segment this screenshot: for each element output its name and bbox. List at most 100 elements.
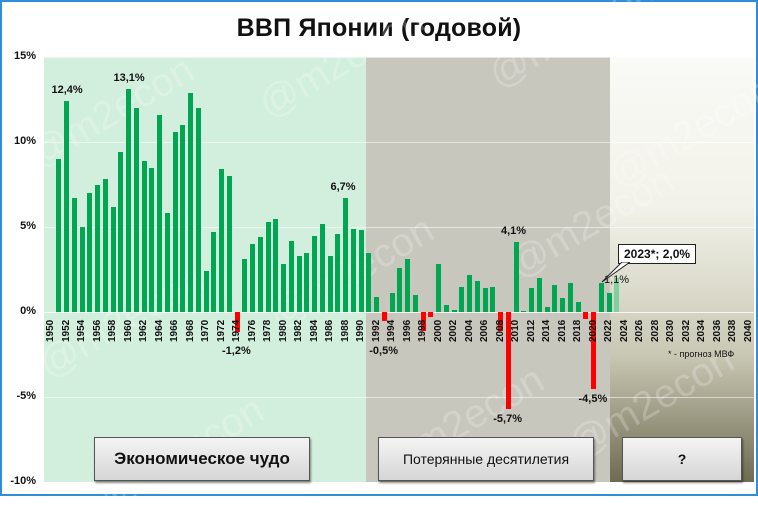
x-tick-label: 2028 <box>649 319 661 342</box>
gdp-bar <box>335 233 341 312</box>
gdp-bar <box>459 286 465 312</box>
gdp-bar <box>498 312 503 331</box>
value-annotation: 12,4% <box>51 84 83 97</box>
gdp-bar <box>436 264 441 312</box>
gdp-bar <box>583 312 589 319</box>
gdp-bar <box>133 108 139 312</box>
value-annotation: 6,7% <box>330 181 356 194</box>
gdp-bar <box>513 242 519 312</box>
y-tick-label: 0% <box>20 305 36 317</box>
x-tick-label: 2000 <box>432 319 444 342</box>
gdp-bar <box>389 293 395 312</box>
era-button-future[interactable]: ? <box>622 437 742 481</box>
x-tick-label: 2034 <box>696 319 707 342</box>
era-label: Экономическое чудо <box>114 449 290 468</box>
gdp-bar <box>180 125 186 312</box>
x-tick-label: 2024 <box>618 319 630 342</box>
gdp-bar <box>598 283 604 312</box>
x-tick-label: 2008 <box>494 319 506 342</box>
callout-pointer <box>601 262 630 283</box>
gdp-bar <box>110 206 116 312</box>
x-tick-label: 2010 <box>510 319 521 342</box>
gdp-bar <box>149 167 155 312</box>
gdp-bar <box>451 310 457 312</box>
gridline <box>44 57 754 58</box>
gdp-bar <box>350 228 356 312</box>
x-tick-label: 1970 <box>200 319 211 342</box>
gdp-bar <box>443 305 449 312</box>
gdp-bar <box>242 259 248 312</box>
era-button-lost-decades[interactable]: Потерянные десятилетия <box>378 437 594 481</box>
gdp-bar <box>172 131 178 312</box>
x-tick-label: 2014 <box>541 319 552 342</box>
gdp-bar <box>343 198 348 312</box>
gdp-bar <box>304 252 310 312</box>
gdp-bar <box>381 312 387 321</box>
gdp-bar <box>505 312 511 409</box>
x-tick-label: 1976 <box>246 319 258 342</box>
gdp-bar <box>312 235 317 312</box>
gdp-bar <box>211 232 217 312</box>
region-future <box>610 57 754 482</box>
x-tick-label: 2030 <box>665 319 676 342</box>
gdp-bar <box>281 264 286 312</box>
gridline <box>44 227 754 228</box>
gdp-bar <box>79 227 85 312</box>
x-tick-label: 1996 <box>401 319 413 342</box>
gdp-bar <box>250 244 255 312</box>
gdp-bar <box>374 296 379 312</box>
x-tick-label: 1964 <box>153 319 165 342</box>
gdp-bar <box>560 298 565 312</box>
gdp-bar <box>195 108 201 312</box>
gdp-bar <box>118 152 124 312</box>
gdp-bar <box>366 252 372 312</box>
x-tick-label: 2038 <box>727 319 738 342</box>
gdp-bar <box>157 114 162 312</box>
gdp-bar <box>95 184 100 312</box>
chart-title: ВВП Японии (годовой) <box>236 14 522 42</box>
x-tick-label: 1990 <box>355 319 366 342</box>
x-tick-label: 1956 <box>91 319 103 342</box>
gdp-bar <box>614 278 620 312</box>
gridline <box>44 142 754 143</box>
gdp-bar <box>529 288 534 312</box>
gdp-bar <box>71 198 77 312</box>
gdp-bar <box>544 306 550 312</box>
gdp-bar <box>467 274 472 312</box>
gdp-bar <box>102 179 108 312</box>
y-tick-label: -5% <box>16 390 36 402</box>
x-tick-label: 1980 <box>277 319 289 342</box>
gdp-bar <box>126 89 131 312</box>
gdp-bar <box>273 218 279 312</box>
x-tick-label: 1992 <box>370 319 382 342</box>
gdp-bar <box>420 312 426 331</box>
x-tick-label: 2040 <box>742 319 754 342</box>
gdp-bar <box>521 310 527 312</box>
x-tick-label: 2020 <box>587 319 599 342</box>
gdp-bar <box>164 213 170 312</box>
x-tick-label: 1998 <box>417 319 428 342</box>
era-label: Потерянные десятилетия <box>402 451 570 467</box>
x-tick-label: 1994 <box>386 319 397 342</box>
gdp-bar <box>428 312 434 318</box>
gridline <box>44 482 754 483</box>
value-annotation: 4,1% <box>501 225 527 238</box>
y-tick-label: -10% <box>10 475 36 487</box>
gridline <box>44 312 754 313</box>
x-tick-label: 2012 <box>525 319 537 342</box>
gdp-bar <box>56 159 62 312</box>
gdp-bar <box>536 278 542 312</box>
x-tick-label: 1986 <box>324 319 335 342</box>
gdp-bar <box>474 281 480 312</box>
region-economic-miracle <box>44 57 366 482</box>
footnote: * - прогноз МВФ <box>668 349 735 359</box>
x-tick-label: 2032 <box>680 319 692 342</box>
x-tick-label: 2022 <box>603 319 614 342</box>
gdp-bar <box>552 284 558 312</box>
gdp-bar <box>203 271 209 312</box>
x-tick-label: 1988 <box>339 319 351 342</box>
era-button-economic-miracle[interactable]: Экономическое чудо <box>94 437 310 481</box>
gdp-bar <box>490 286 496 312</box>
x-tick-label: 2036 <box>711 319 723 342</box>
value-annotation: -4,5% <box>578 392 608 405</box>
